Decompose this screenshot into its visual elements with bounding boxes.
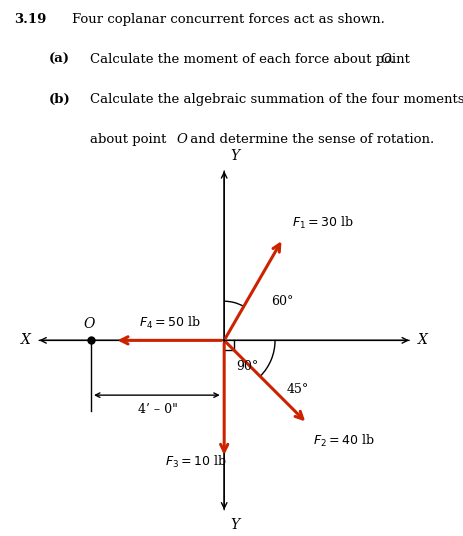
Text: Calculate the moment of each force about point: Calculate the moment of each force about… (90, 53, 414, 66)
Text: Y: Y (230, 518, 239, 532)
Text: $F_1 = 30$ lb: $F_1 = 30$ lb (292, 215, 353, 231)
Text: 3.19: 3.19 (14, 13, 46, 26)
Text: $F_3 = 10$ lb: $F_3 = 10$ lb (165, 454, 227, 470)
Text: Calculate the algebraic summation of the four moments: Calculate the algebraic summation of the… (90, 93, 463, 106)
Text: X: X (21, 333, 31, 347)
Text: O: O (380, 53, 390, 66)
Text: and determine the sense of rotation.: and determine the sense of rotation. (185, 133, 433, 146)
Text: X: X (417, 333, 426, 347)
Text: $F_4 = 50$ lb: $F_4 = 50$ lb (138, 315, 200, 331)
Text: $F_2 = 40$ lb: $F_2 = 40$ lb (313, 433, 375, 449)
Text: Y: Y (230, 148, 239, 163)
Text: 4’ – 0": 4’ – 0" (138, 403, 177, 416)
Text: (b): (b) (49, 93, 70, 106)
Text: 90°: 90° (235, 360, 257, 373)
Text: 45°: 45° (286, 383, 308, 397)
Text: O: O (176, 133, 187, 146)
Text: about point: about point (90, 133, 171, 146)
Text: Four coplanar concurrent forces act as shown.: Four coplanar concurrent forces act as s… (72, 13, 384, 26)
Text: (a): (a) (49, 53, 69, 66)
Text: .: . (389, 53, 393, 66)
Text: O: O (83, 317, 94, 331)
Text: 60°: 60° (270, 295, 293, 308)
